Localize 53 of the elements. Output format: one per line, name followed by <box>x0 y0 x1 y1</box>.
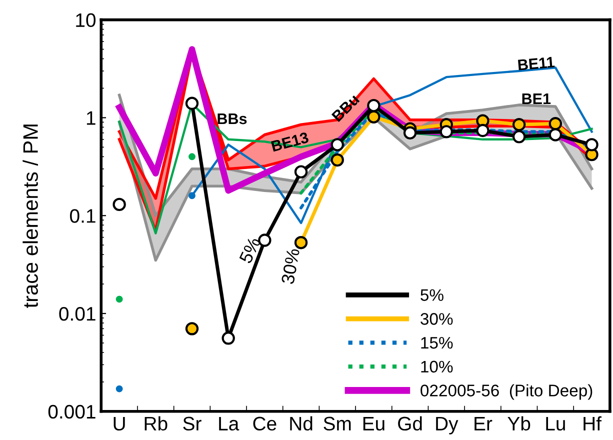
point <box>548 128 562 142</box>
annotation: 30% <box>281 248 300 284</box>
legend-label: 10% <box>421 360 453 373</box>
point <box>512 130 526 144</box>
x-tick-label: Rb <box>144 416 168 431</box>
point <box>367 110 380 124</box>
point <box>440 125 453 138</box>
x-tick-label: Ce <box>253 416 276 431</box>
y-tick-label: 0.1 <box>70 209 96 223</box>
x-tick-label: Nd <box>290 416 312 431</box>
y-tick-label: 1 <box>86 111 96 125</box>
legend-label: 022005-56 (Pito Deep) <box>420 384 592 400</box>
x-tick-label: Gd <box>398 416 422 431</box>
x-tick-label: Eu <box>363 416 384 431</box>
annotation: BE11 <box>518 56 555 70</box>
x-tick-label: U <box>114 416 125 431</box>
point <box>258 234 272 247</box>
x-tick-label: La <box>219 416 240 431</box>
annotation: BBs <box>218 114 247 124</box>
x-tick-label: Lu <box>546 416 565 431</box>
y-tick-label: 10 <box>76 13 96 28</box>
point <box>188 192 196 200</box>
legend-label: 15% <box>421 336 453 349</box>
point <box>294 165 308 178</box>
point <box>294 236 308 250</box>
point <box>548 117 562 130</box>
point <box>476 124 490 138</box>
x-tick-label: Dy <box>436 416 458 434</box>
annotation: BE13 <box>270 132 310 152</box>
point <box>367 98 380 112</box>
x-tick-label: Yb <box>508 416 530 431</box>
legend-label: 30% <box>420 313 453 325</box>
point <box>116 385 123 392</box>
x-tick-label: Sm <box>324 416 351 431</box>
point <box>330 138 344 152</box>
y-tick-label: 0.01 <box>59 306 96 321</box>
x-tick-label: Sr <box>183 416 202 431</box>
annotation: 5% <box>238 236 261 264</box>
x-tick-label: Hf <box>584 416 602 430</box>
legend-label: 5% <box>420 289 444 301</box>
annotation: BE1 <box>522 94 551 104</box>
point <box>188 153 196 160</box>
y-axis-title: trace elements / PM <box>22 124 38 308</box>
point <box>116 296 123 303</box>
point <box>330 153 344 167</box>
point <box>222 332 235 345</box>
y-tick-label: 0.001 <box>48 404 96 419</box>
point <box>185 322 199 336</box>
point <box>585 138 598 152</box>
point <box>403 126 417 140</box>
point <box>512 118 526 132</box>
point <box>185 96 199 110</box>
x-tick-label: Er <box>474 416 492 430</box>
